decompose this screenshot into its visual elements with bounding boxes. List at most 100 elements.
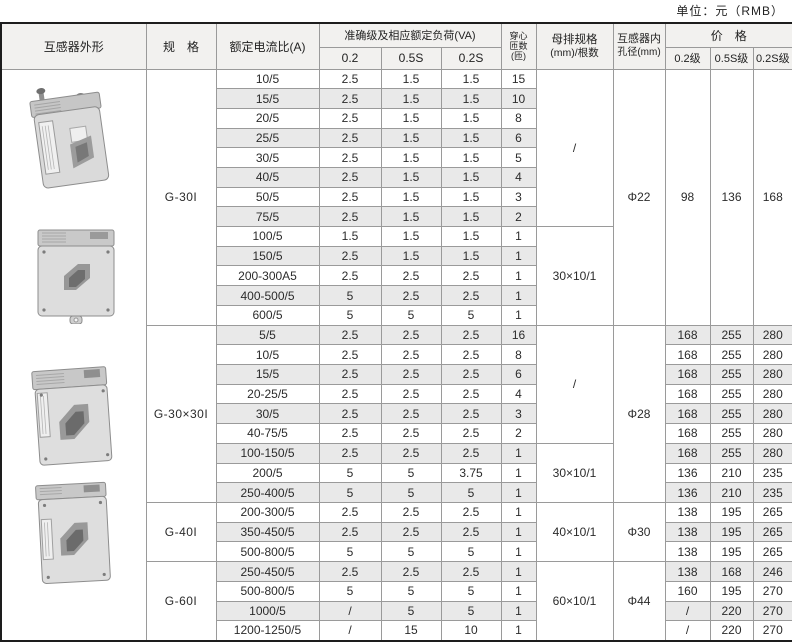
burden-cell-0.2: 5 (318, 580, 382, 602)
burden-cell-0.2: 2.5 (318, 324, 382, 346)
price-cell-0.2级: 168 (664, 364, 711, 385)
price-cell-0.2S级: 280 (752, 324, 792, 346)
burden-cell-0.2: 2.5 (318, 442, 382, 464)
ratio-cell: 100/5 (215, 226, 320, 247)
spec-cell: G-60I (145, 561, 217, 641)
table-row: 40/5 2.5 1.5 1.5 4 (1, 166, 792, 188)
burden-cell-0.2: 1.5 (318, 226, 382, 247)
ratio-cell: 150/5 (215, 245, 320, 267)
burden-cell-0.2S: 1.5 (440, 107, 502, 129)
burden-cell-0.2S: 5 (440, 482, 502, 503)
header-price-05s: 0.5S级 (709, 46, 754, 70)
price-cell-0.2级: 168 (664, 383, 711, 405)
price-cell-0.5S级: 195 (709, 580, 754, 602)
ratio-cell: 500-800/5 (215, 541, 320, 563)
spec-cell: G-40I (145, 501, 217, 563)
ratio-cell: 25/5 (215, 127, 320, 149)
burden-cell-0.2S: 2.5 (440, 501, 502, 523)
burden-cell-0.2: 5 (318, 304, 382, 326)
price-cell-0.5S级: 210 (709, 462, 754, 484)
burden-cell-0.2S: 2.5 (440, 403, 502, 425)
price-cell-0.2级: / (664, 600, 711, 622)
turns-cell: 1 (500, 442, 537, 464)
burden-cell-0.2: 5 (318, 462, 382, 484)
transformer-photo-g30-front (32, 222, 120, 327)
burden-cell-0.2S: 2.5 (440, 561, 502, 582)
appearance-cell (0, 68, 147, 641)
price-cell-0.2S级: 235 (752, 482, 792, 503)
turns-cell: 3 (500, 403, 537, 425)
ratio-cell: 600/5 (215, 304, 320, 326)
turns-cell: 10 (500, 88, 537, 109)
turns-cell: 2 (500, 423, 537, 444)
price-cell-0.5S级: 255 (709, 442, 754, 464)
burden-cell-0.5S: 1.5 (380, 147, 442, 168)
table-row: 10/5 2.5 2.5 2.5 8 168 255 280 (1, 344, 792, 366)
burden-cell-0.2S: 2.5 (440, 344, 502, 366)
burden-cell-0.5S: 1.5 (380, 245, 442, 267)
price-cell-0.5S级: 195 (709, 541, 754, 563)
burden-cell-0.2: 2.5 (318, 127, 382, 149)
burden-cell-0.2: 2.5 (318, 88, 382, 109)
turns-cell: 8 (500, 107, 537, 129)
turns-cell: 1 (500, 462, 537, 484)
burden-cell-0.2S: 2.5 (440, 364, 502, 385)
turns-cell: 3 (500, 186, 537, 208)
burden-cell-0.2: 2.5 (318, 364, 382, 385)
transformer-spec-price-table: 互感器外形 规 格 额定电流比(A) 准确级及相应额定负荷(VA) 穿心 匝数 … (0, 22, 792, 642)
burden-cell-0.2S: 10 (440, 620, 502, 641)
header-bore: 互感器内 孔径(mm) (612, 22, 666, 70)
header-class-05s: 0.5S (380, 46, 442, 70)
turns-cell: 6 (500, 127, 537, 149)
table-header: 互感器外形 规 格 额定电流比(A) 准确级及相应额定负荷(VA) 穿心 匝数 … (0, 22, 792, 70)
ratio-cell: 200/5 (215, 462, 320, 484)
burden-cell-0.2S: 2.5 (440, 442, 502, 464)
burden-cell-0.5S: 2.5 (380, 383, 442, 405)
burden-cell-0.2: 2.5 (318, 561, 382, 582)
burden-cell-0.5S: 1.5 (380, 88, 442, 109)
ratio-cell: 15/5 (215, 364, 320, 385)
ratio-cell: 30/5 (215, 147, 320, 168)
turns-cell: 1 (500, 245, 537, 267)
turns-cell: 1 (500, 521, 537, 543)
table-row: 200/5 5 5 3.75 1 136 210 235 (1, 462, 792, 484)
burden-cell-0.2: 2.5 (318, 245, 382, 267)
ratio-cell: 40/5 (215, 166, 320, 188)
spec-cell: G-30I (145, 68, 217, 326)
transformer-photos (2, 70, 145, 640)
burden-cell-0.2: 2.5 (318, 501, 382, 523)
burden-cell-0.2: 5 (318, 541, 382, 563)
header-bore-line1: 互感器内 (617, 33, 661, 46)
burden-cell-0.2: 2.5 (318, 206, 382, 227)
header-price-02s: 0.2S级 (752, 46, 792, 70)
burden-cell-0.5S: 1.5 (380, 68, 442, 90)
burden-cell-0.2S: 1.5 (440, 166, 502, 188)
price-cell-0.2S级: 265 (752, 501, 792, 523)
burden-cell-0.5S: 2.5 (380, 442, 442, 464)
burden-cell-0.2S: 5 (440, 600, 502, 622)
table-row: 25/5 2.5 1.5 1.5 6 (1, 127, 792, 149)
unit-label: 单位：元（RMB） (676, 4, 784, 18)
price-cell-0.2S级: 270 (752, 580, 792, 602)
burden-cell-0.2S: 1.5 (440, 226, 502, 247)
burden-cell-0.5S: 5 (380, 580, 442, 602)
burden-cell-0.5S: 2.5 (380, 501, 442, 523)
transformer-photo-g30x30 (27, 363, 119, 476)
turns-cell: 1 (500, 265, 537, 287)
header-spec: 规 格 (145, 22, 217, 70)
table-row: 600/5 5 5 5 1 (1, 304, 792, 326)
ratio-cell: 20-25/5 (215, 383, 320, 405)
burden-cell-0.5S: 1.5 (380, 186, 442, 208)
header-bore-line2: 孔径(mm) (617, 46, 661, 58)
price-cell-0.2级: 168 (664, 403, 711, 425)
ratio-cell: 15/5 (215, 88, 320, 109)
transformer-photo-g40-g60 (30, 478, 116, 591)
ratio-cell: 10/5 (215, 68, 320, 90)
price-cell-0.5S级: 195 (709, 501, 754, 523)
burden-cell-0.2: 2.5 (318, 107, 382, 129)
price-cell-0.5S级: 168 (709, 561, 754, 582)
burden-cell-0.5S: 2.5 (380, 265, 442, 287)
header-price-group: 价 格 (664, 22, 792, 48)
burden-cell-0.2S: 1.5 (440, 147, 502, 168)
burden-cell-0.5S: 2.5 (380, 364, 442, 385)
